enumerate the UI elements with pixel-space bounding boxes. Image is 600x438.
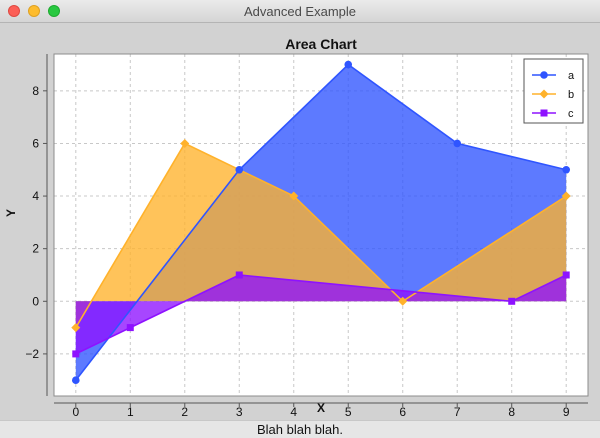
zoom-window-button[interactable] bbox=[48, 5, 60, 17]
y-tick-label: −2 bbox=[25, 347, 39, 361]
y-tick-label: 0 bbox=[32, 294, 39, 308]
window-title: Advanced Example bbox=[243, 4, 356, 19]
plot-border bbox=[53, 53, 589, 397]
series-markers bbox=[71, 60, 571, 385]
x-tick-label: 3 bbox=[236, 405, 243, 419]
x-tick-label: 7 bbox=[454, 405, 461, 419]
y-tick-label: 8 bbox=[32, 84, 39, 98]
minimize-window-button[interactable] bbox=[28, 5, 40, 17]
x-tick-label: 6 bbox=[399, 405, 406, 419]
x-tick-label: 8 bbox=[508, 405, 515, 419]
point-series-a bbox=[344, 60, 353, 69]
legend-label-b: b bbox=[568, 89, 574, 101]
legend: abc bbox=[523, 58, 584, 124]
point-series-c bbox=[562, 271, 570, 279]
status-text: Blah blah blah. bbox=[256, 422, 343, 437]
y-tick-label: 2 bbox=[32, 242, 39, 256]
y-axis-ticks: −2 0 2 4 6 8 bbox=[25, 84, 47, 361]
point-series-c bbox=[72, 350, 80, 358]
point-series-c bbox=[235, 271, 243, 279]
legend-marker-a bbox=[540, 71, 548, 79]
y-tick-label: 6 bbox=[32, 136, 39, 150]
legend-marker-b bbox=[539, 89, 549, 99]
x-axis-ticks: 0 1 2 3 4 5 6 7 8 9 bbox=[72, 403, 570, 419]
point-series-b bbox=[180, 138, 190, 148]
chart-title: Area Chart bbox=[285, 36, 357, 52]
point-series-a bbox=[71, 376, 80, 385]
x-tick-label: 4 bbox=[290, 405, 297, 419]
x-tick-label: 0 bbox=[72, 405, 79, 419]
point-series-a bbox=[235, 165, 244, 174]
x-tick-label: 1 bbox=[127, 405, 134, 419]
close-window-button[interactable] bbox=[8, 5, 20, 17]
title-bar: Advanced Example bbox=[0, 0, 600, 23]
point-series-b bbox=[71, 323, 81, 333]
point-series-c bbox=[126, 324, 134, 332]
x-tick-label: 5 bbox=[345, 405, 352, 419]
y-axis-label: Y bbox=[4, 209, 18, 217]
status-bar: Blah blah blah. bbox=[0, 420, 600, 438]
legend-label-a: a bbox=[568, 70, 575, 82]
point-series-a bbox=[453, 139, 462, 148]
point-series-b bbox=[289, 191, 299, 201]
x-tick-label: 2 bbox=[181, 405, 188, 419]
y-tick-label: 4 bbox=[32, 189, 39, 203]
legend-label-c: c bbox=[568, 108, 574, 120]
area-series-b bbox=[75, 143, 567, 328]
x-axis-label: X bbox=[317, 401, 325, 415]
x-tick-label: 9 bbox=[563, 405, 570, 419]
point-series-a bbox=[562, 165, 571, 174]
point-series-c bbox=[508, 297, 516, 305]
point-series-b bbox=[561, 191, 571, 201]
legend-marker-c bbox=[540, 109, 548, 117]
point-series-b bbox=[398, 296, 408, 306]
area-chart: Area Chart 0 1 2 3 4 5 6 7 8 9 −2 0 2 4 6 8 X Y abc bbox=[4, 36, 589, 419]
